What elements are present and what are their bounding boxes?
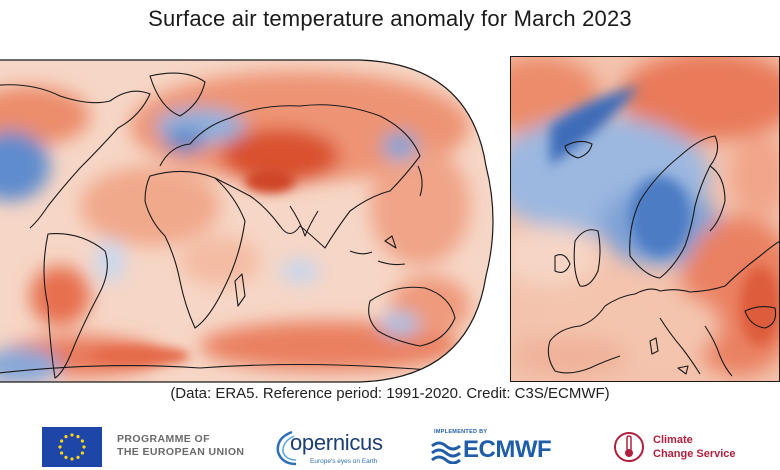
- eu-flag-icon: [42, 427, 102, 467]
- eu-star: [80, 451, 84, 455]
- eu-star: [58, 445, 62, 449]
- copernicus-swirl-icon: [276, 430, 297, 466]
- eu-star: [60, 439, 64, 443]
- eu-programme-label: PROGRAMME OF THE EUROPEAN UNION: [117, 433, 244, 459]
- thermometer-icon: [614, 432, 644, 462]
- eu-star: [64, 435, 68, 439]
- ecmwf-icon: [431, 441, 461, 464]
- page-title: Surface air temperature anomaly for Marc…: [148, 6, 632, 31]
- eu-star: [60, 451, 64, 455]
- c3s-label: Climate Change Service: [653, 433, 736, 461]
- eu-star: [82, 445, 86, 449]
- europe-anomaly-map: [510, 56, 780, 382]
- ecmwf-wordmark: ECMWF: [463, 436, 552, 463]
- copernicus-tagline: Europe's eyes on Earth: [310, 458, 378, 465]
- implemented-by-label: IMPLEMENTED BY: [434, 429, 488, 435]
- c3s-line1: Climate: [653, 434, 693, 446]
- copernicus-wordmark: opernicus: [290, 430, 383, 455]
- world-map-svg: [0, 59, 494, 383]
- eu-star: [70, 457, 74, 461]
- world-anomaly-map: [0, 56, 494, 386]
- eu-star: [80, 439, 84, 443]
- logo-bar: PROGRAMME OF THE EUROPEAN UNION opernicu…: [0, 420, 780, 470]
- europe-map-svg: [510, 56, 780, 382]
- eu-line2: THE EUROPEAN UNION: [117, 446, 245, 458]
- data-credit-caption: (Data: ERA5. Reference period: 1991-2020…: [170, 385, 610, 402]
- eu-star: [76, 455, 80, 459]
- eu-star: [70, 433, 74, 437]
- eu-line1: PROGRAMME OF: [117, 433, 210, 445]
- eu-star: [76, 435, 80, 439]
- eu-star: [64, 455, 68, 459]
- c3s-line2: Change Service: [653, 448, 736, 460]
